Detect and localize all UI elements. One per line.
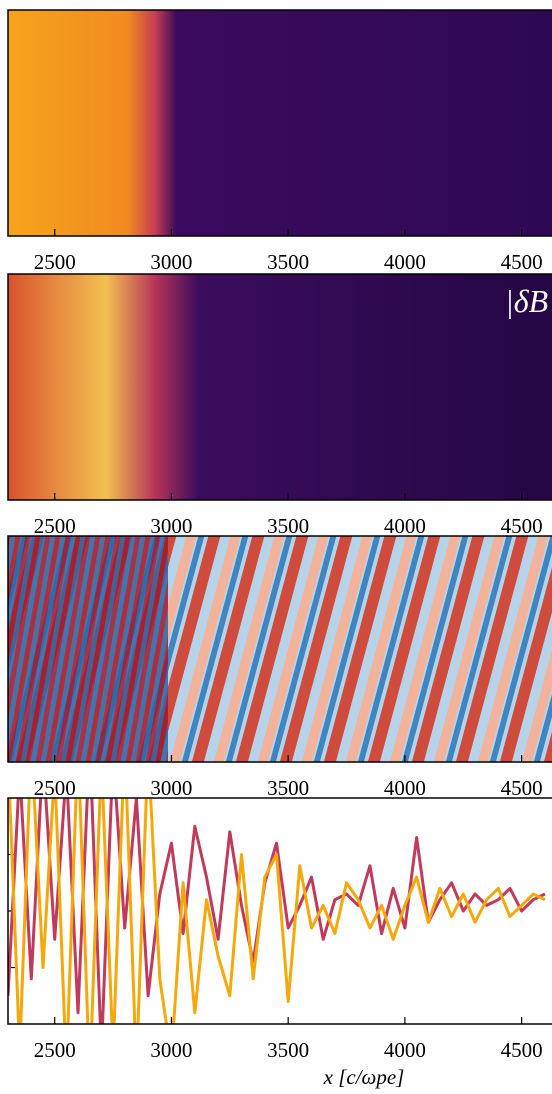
x-tick-label: 4000: [384, 250, 426, 274]
heatmap-image: [8, 10, 552, 236]
x-tick-label: 3500: [267, 776, 309, 800]
x-tick-label: 3000: [150, 1038, 192, 1062]
panel-frame: [7, 9, 552, 237]
x-tick-label: 2500: [34, 250, 76, 274]
x-tick-label: 3000: [150, 776, 192, 800]
panel-frame: [7, 535, 552, 763]
x-axis-label: x [c/ωpe]: [323, 1065, 405, 1089]
x-tick-label: 3500: [267, 250, 309, 274]
panel-frame: [7, 273, 552, 501]
annotation: |δB: [505, 283, 548, 319]
x-tick-label: 4500: [501, 776, 543, 800]
x-tick-label: 4500: [501, 1038, 543, 1062]
x-tick-label: 4500: [501, 250, 543, 274]
x-tick-label: 2500: [34, 776, 76, 800]
line-series: [8, 798, 546, 1024]
heatmap-image: [8, 536, 168, 762]
x-tick-label: 4000: [384, 776, 426, 800]
x-tick-label: 3000: [150, 514, 192, 538]
panel-frame: [7, 797, 552, 1025]
x-tick-label: 3000: [150, 250, 192, 274]
x-tick-label: 4000: [384, 1038, 426, 1062]
line-series: [8, 798, 546, 1024]
x-tick-label: 3500: [267, 1038, 309, 1062]
x-tick-label: 4000: [384, 514, 426, 538]
x-tick-label: 2500: [34, 1038, 76, 1062]
lines: [8, 798, 546, 1024]
x-tick-label: 4500: [501, 514, 543, 538]
heatmap-image: [8, 274, 552, 500]
x-tick-label: 3500: [267, 514, 309, 538]
x-tick-label: 2500: [34, 514, 76, 538]
